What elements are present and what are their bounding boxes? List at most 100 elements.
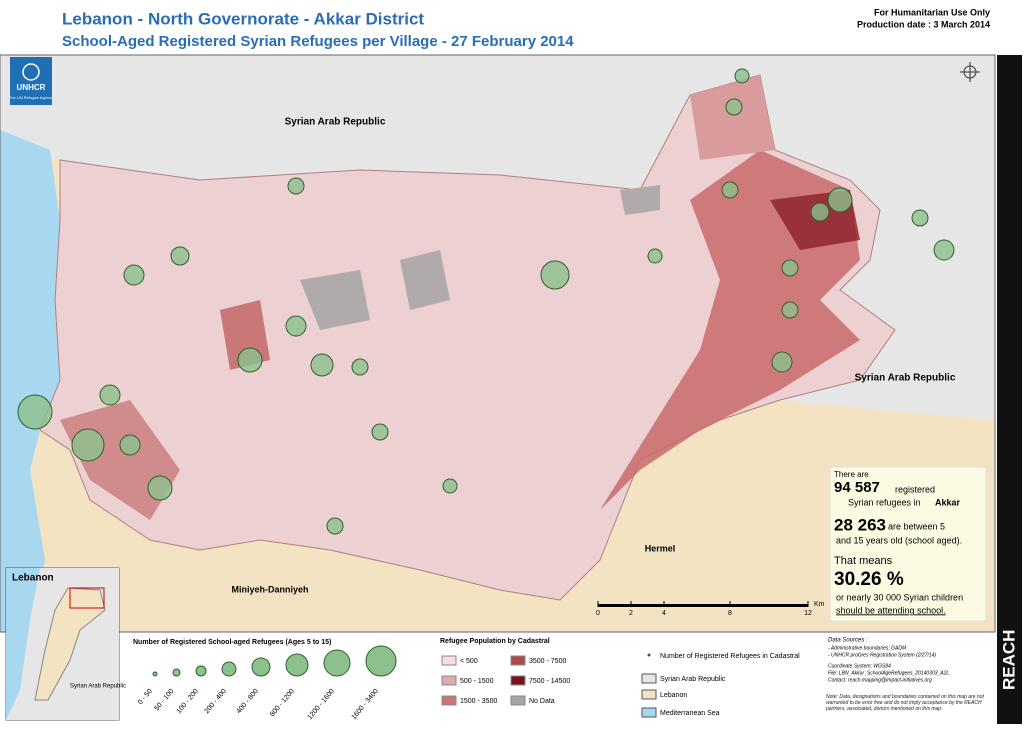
legend-label: Mediterranean Sea xyxy=(660,710,720,717)
legend-label: 1600 - 3400 xyxy=(351,688,380,721)
village-circle xyxy=(285,315,307,337)
scale-label: 0 xyxy=(596,610,600,617)
village-circle xyxy=(781,259,799,277)
legend-label: 7500 - 14500 xyxy=(529,678,570,685)
sources-note-box: Note: Data, designations and boundaries … xyxy=(826,694,984,712)
stats-text: or nearly 30 000 Syrian children xyxy=(836,592,963,602)
stats-text: That means xyxy=(834,555,893,567)
village-circle xyxy=(911,209,929,227)
legend-swatch xyxy=(510,695,526,706)
legend-label: 0 - 50 xyxy=(137,688,154,706)
village-circle xyxy=(287,177,305,195)
stats-total: 94 587 xyxy=(834,479,880,496)
circle-legend: 0 - 50 50 - 100 100 - 200 200 - 400 400 - 80… xyxy=(137,645,397,721)
legend-dot xyxy=(647,653,651,657)
village-circle xyxy=(237,347,263,373)
village-circle xyxy=(933,239,955,261)
inset-highlight xyxy=(69,587,105,609)
region-label: Syrian Arab Republic xyxy=(285,117,386,128)
legend-label: Syrian Arab Republic xyxy=(660,676,726,683)
sources-line: - UNHCR proGres Registration System (2/2… xyxy=(828,652,936,658)
stats-school: 28 263 xyxy=(834,515,886,534)
legend-circle xyxy=(221,661,237,677)
village-circle xyxy=(147,475,173,501)
other-legend: Number of Registered Refugees in Cadastr… xyxy=(641,653,800,718)
sources-note: Note: Data, designations and boundaries … xyxy=(826,694,984,712)
village-circle xyxy=(771,351,793,373)
legend-label: 800 - 1200 xyxy=(269,688,296,718)
village-circle xyxy=(647,248,663,264)
legend-swatch xyxy=(441,695,457,706)
sources-line: - Administrative boundaries: GADM xyxy=(828,645,907,651)
legend-label: 400 - 800 xyxy=(236,688,260,715)
legend-swatch xyxy=(641,689,657,700)
scale-label: 2 xyxy=(629,610,633,617)
village-circle xyxy=(734,68,750,84)
logo-emblem xyxy=(22,63,40,81)
cadastral-legend: < 500 500 - 1500 1500 - 3500 3500 - 7500 750… xyxy=(441,655,570,706)
subtitle: School-Aged Registered Syrian Refugees p… xyxy=(62,33,574,50)
stats-text: There are xyxy=(834,470,869,479)
stats-text: should be attending school. xyxy=(836,605,946,615)
village-circle xyxy=(326,517,344,535)
legend-swatch xyxy=(510,655,526,666)
legend-circle xyxy=(172,668,181,677)
brand: REACH xyxy=(999,630,1018,690)
sources-line: File: LBN_Akkar_SchoolAgeRefugees_201403… xyxy=(828,670,949,676)
title: Lebanon - North Governorate - Akkar Dist… xyxy=(62,9,424,28)
notice: For Humanitarian Use Only xyxy=(874,7,990,17)
stats-text: and 15 years old (school aged). xyxy=(836,535,962,545)
logo-box xyxy=(10,57,52,105)
legend-circle xyxy=(251,657,271,677)
map-border xyxy=(0,54,996,633)
village-circle xyxy=(540,260,570,290)
legend-label: 200 - 400 xyxy=(204,688,228,715)
village-circle xyxy=(725,98,743,116)
scale-rule xyxy=(598,604,808,607)
legend-swatch xyxy=(510,675,526,686)
map-area xyxy=(0,54,996,633)
legend-title: Number of Registered School-aged Refugee… xyxy=(133,639,331,646)
sources-line: Coordinate System: WGS84 xyxy=(828,663,891,669)
sea xyxy=(0,130,60,632)
legend-label: Lebanon xyxy=(660,692,687,699)
region-label: Syrian Arab Republic xyxy=(855,373,956,384)
sources-heading: Data Sources : xyxy=(828,638,868,644)
legend-label: 1200 - 1600 xyxy=(307,688,336,721)
data-sources: Data Sources :- Administrative boundarie… xyxy=(826,638,984,712)
stats-box xyxy=(829,466,987,622)
village-circle xyxy=(810,202,830,222)
village-circle xyxy=(371,423,389,441)
village-circle xyxy=(17,394,53,430)
logo-tagline: The UN Refugee Agency xyxy=(9,95,53,100)
legend-label: 500 - 1500 xyxy=(460,678,494,685)
inset-label: Syrian Arab Republic xyxy=(70,684,126,690)
legend-label: 3500 - 7500 xyxy=(529,658,566,665)
no-data-area xyxy=(300,185,660,330)
scale-label: 8 xyxy=(728,610,732,617)
inset-lebanon xyxy=(34,587,106,701)
legend-swatch xyxy=(641,673,657,684)
production-date: Production date : 3 March 2014 xyxy=(857,19,990,29)
legend-circle xyxy=(195,665,207,677)
legend-swatch xyxy=(641,707,657,718)
legend-circle xyxy=(285,653,309,677)
village-circle xyxy=(781,301,799,319)
village-circle xyxy=(99,384,121,406)
inset-sea xyxy=(6,568,40,720)
stats-text: are between 5 xyxy=(888,521,945,531)
village-circle xyxy=(123,264,145,286)
scale-label: 12 xyxy=(804,610,812,617)
scale-label: 4 xyxy=(662,610,666,617)
stats-percent: 30.26 % xyxy=(834,569,904,590)
village-circle xyxy=(827,187,853,213)
legend-title: Refugee Population by Cadastral xyxy=(440,638,550,645)
legend-label: 1500 - 3500 xyxy=(460,698,497,705)
sources-line: Contact: reach.mapping@impact-initiative… xyxy=(828,677,932,683)
refugee-circles xyxy=(17,68,955,535)
region-label: Miniyeh-Danniyeh xyxy=(231,584,308,594)
scale-unit: Km xyxy=(814,601,825,608)
legend-circle xyxy=(152,671,158,677)
stats-text: Akkar xyxy=(935,497,961,507)
